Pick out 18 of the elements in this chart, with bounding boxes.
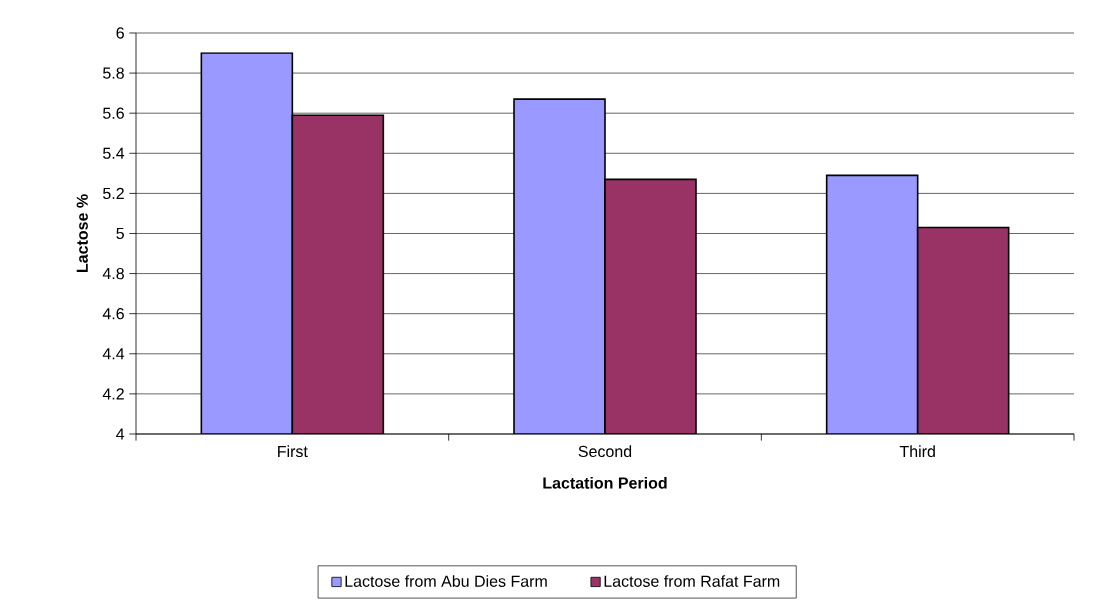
y-tick-label: 5 bbox=[116, 227, 124, 240]
y-tick-label: 5.4 bbox=[103, 147, 125, 159]
y-tick-label: 6 bbox=[116, 27, 124, 39]
y-tick-label: 5.8 bbox=[103, 67, 124, 79]
y-tick-label: 4.4 bbox=[102, 348, 125, 360]
y-tick-label: 4.6 bbox=[102, 308, 124, 320]
x-tick-label: Third bbox=[899, 445, 935, 458]
y-tick-label: 5.2 bbox=[103, 187, 124, 200]
x-tick-label: First bbox=[278, 445, 308, 458]
x-axis-title: Lactation Period bbox=[543, 476, 667, 489]
x-tick-label: Second bbox=[578, 445, 632, 458]
y-tick-label: 4 bbox=[116, 428, 125, 440]
y-tick-label: 4.8 bbox=[102, 267, 124, 280]
y-tick-label: 5.6 bbox=[103, 107, 124, 119]
y-axis-title: Lactose % bbox=[76, 194, 88, 272]
legend-label: Lactose from Rafat Farm bbox=[604, 575, 780, 587]
y-tick-label: 4.2 bbox=[102, 388, 124, 400]
legend-label: Lactose from Abu Dies Farm bbox=[345, 575, 547, 587]
